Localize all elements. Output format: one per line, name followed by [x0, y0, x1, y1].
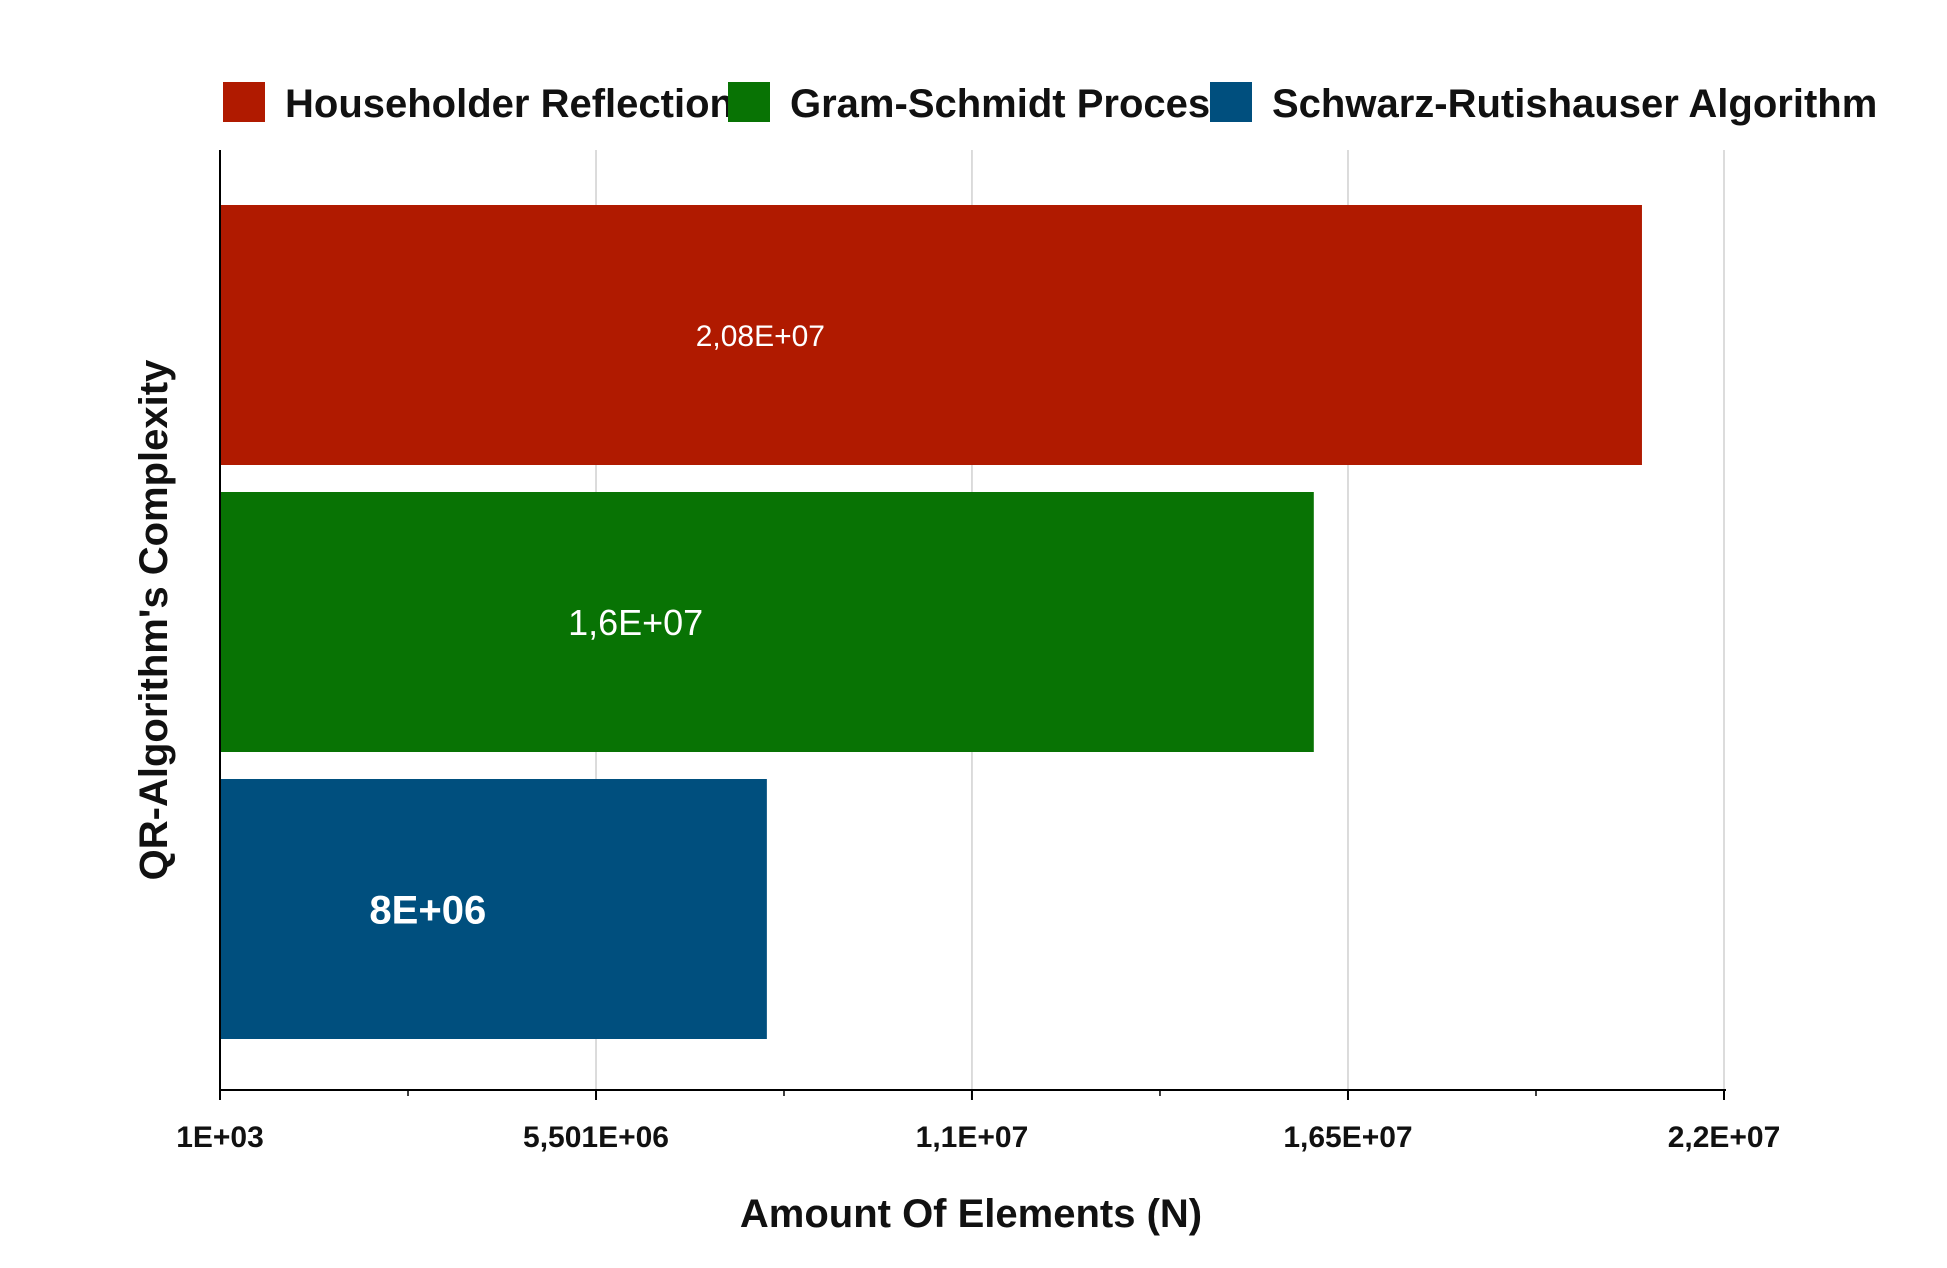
bar-data-label: 8E+06 — [369, 888, 486, 932]
legend-swatch — [1210, 82, 1252, 122]
x-tick-label: 5,501E+06 — [523, 1121, 669, 1154]
x-tick-label: 2,2E+07 — [1668, 1121, 1781, 1154]
y-axis-title: QR-Algorithm's Complexity — [132, 359, 176, 880]
bar-1 — [220, 205, 1642, 465]
axes — [219, 150, 1726, 1091]
legend-item: Schwarz-Rutishauser Algorithm — [1210, 82, 1877, 126]
legend-label: Gram-Schmidt Process — [790, 82, 1232, 126]
legend-swatch — [223, 82, 265, 122]
bar-data-label: 2,08E+07 — [696, 320, 825, 353]
legend-label: Schwarz-Rutishauser Algorithm — [1272, 82, 1877, 126]
legend-swatch — [728, 82, 770, 122]
x-axis-ticks: 1E+03 5,501E+06 1,1E+07 1,65E+07 2,2E+07 — [176, 1090, 1780, 1154]
bar-data-label: 1,6E+07 — [568, 602, 703, 643]
legend-item: Householder Reflections — [223, 82, 756, 126]
x-tick-label: 1E+03 — [176, 1121, 264, 1154]
bar-2 — [220, 492, 1314, 752]
legend: Householder Reflections Gram-Schmidt Proc… — [223, 82, 1877, 126]
x-tick-label: 1,65E+07 — [1283, 1121, 1412, 1154]
bar-3 — [220, 779, 767, 1039]
x-axis-title: Amount Of Elements (N) — [740, 1192, 1202, 1236]
bars: 2,08E+07 1,6E+07 8E+06 — [220, 205, 1642, 1039]
legend-item: Gram-Schmidt Process — [728, 82, 1232, 126]
legend-label: Householder Reflections — [285, 82, 756, 126]
x-tick-label: 1,1E+07 — [916, 1121, 1029, 1154]
